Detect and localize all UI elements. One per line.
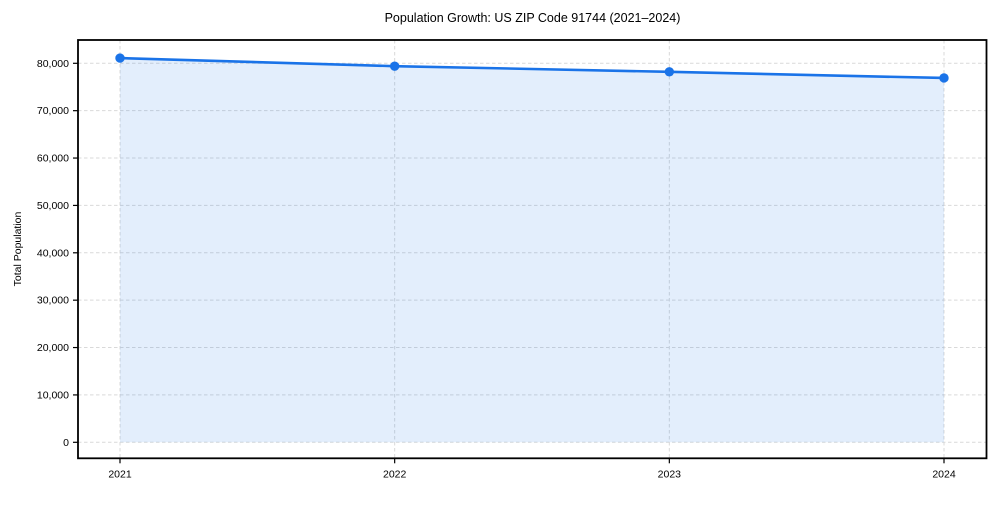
data-point-2023 — [664, 67, 675, 77]
y-tick-label: 40,000 — [37, 247, 69, 259]
y-tick-label: 10,000 — [37, 389, 69, 401]
x-tick-label: 2021 — [108, 468, 132, 480]
data-point-2022 — [389, 61, 400, 71]
x-tick-label: 2023 — [658, 468, 682, 480]
data-point-2021 — [115, 53, 125, 63]
data-point-2024 — [939, 73, 949, 83]
y-tick-label: 60,000 — [37, 153, 69, 165]
y-tick-label: 50,000 — [37, 200, 69, 212]
y-tick-label: 30,000 — [37, 295, 69, 307]
chart-title: Population Growth: US ZIP Code 91744 (20… — [384, 11, 681, 25]
x-tick-label: 2022 — [383, 468, 407, 480]
y-tick-label: 20,000 — [37, 342, 69, 354]
y-tick-label: 0 — [63, 437, 69, 449]
x-tick-label: 2024 — [932, 468, 956, 480]
y-tick-label: 80,000 — [37, 58, 69, 70]
area-fill — [120, 58, 944, 443]
population-line — [118, 56, 946, 80]
y-axis-label: Total Population — [12, 211, 24, 287]
plot-frame — [77, 39, 988, 460]
y-tick-label: 70,000 — [37, 105, 69, 117]
